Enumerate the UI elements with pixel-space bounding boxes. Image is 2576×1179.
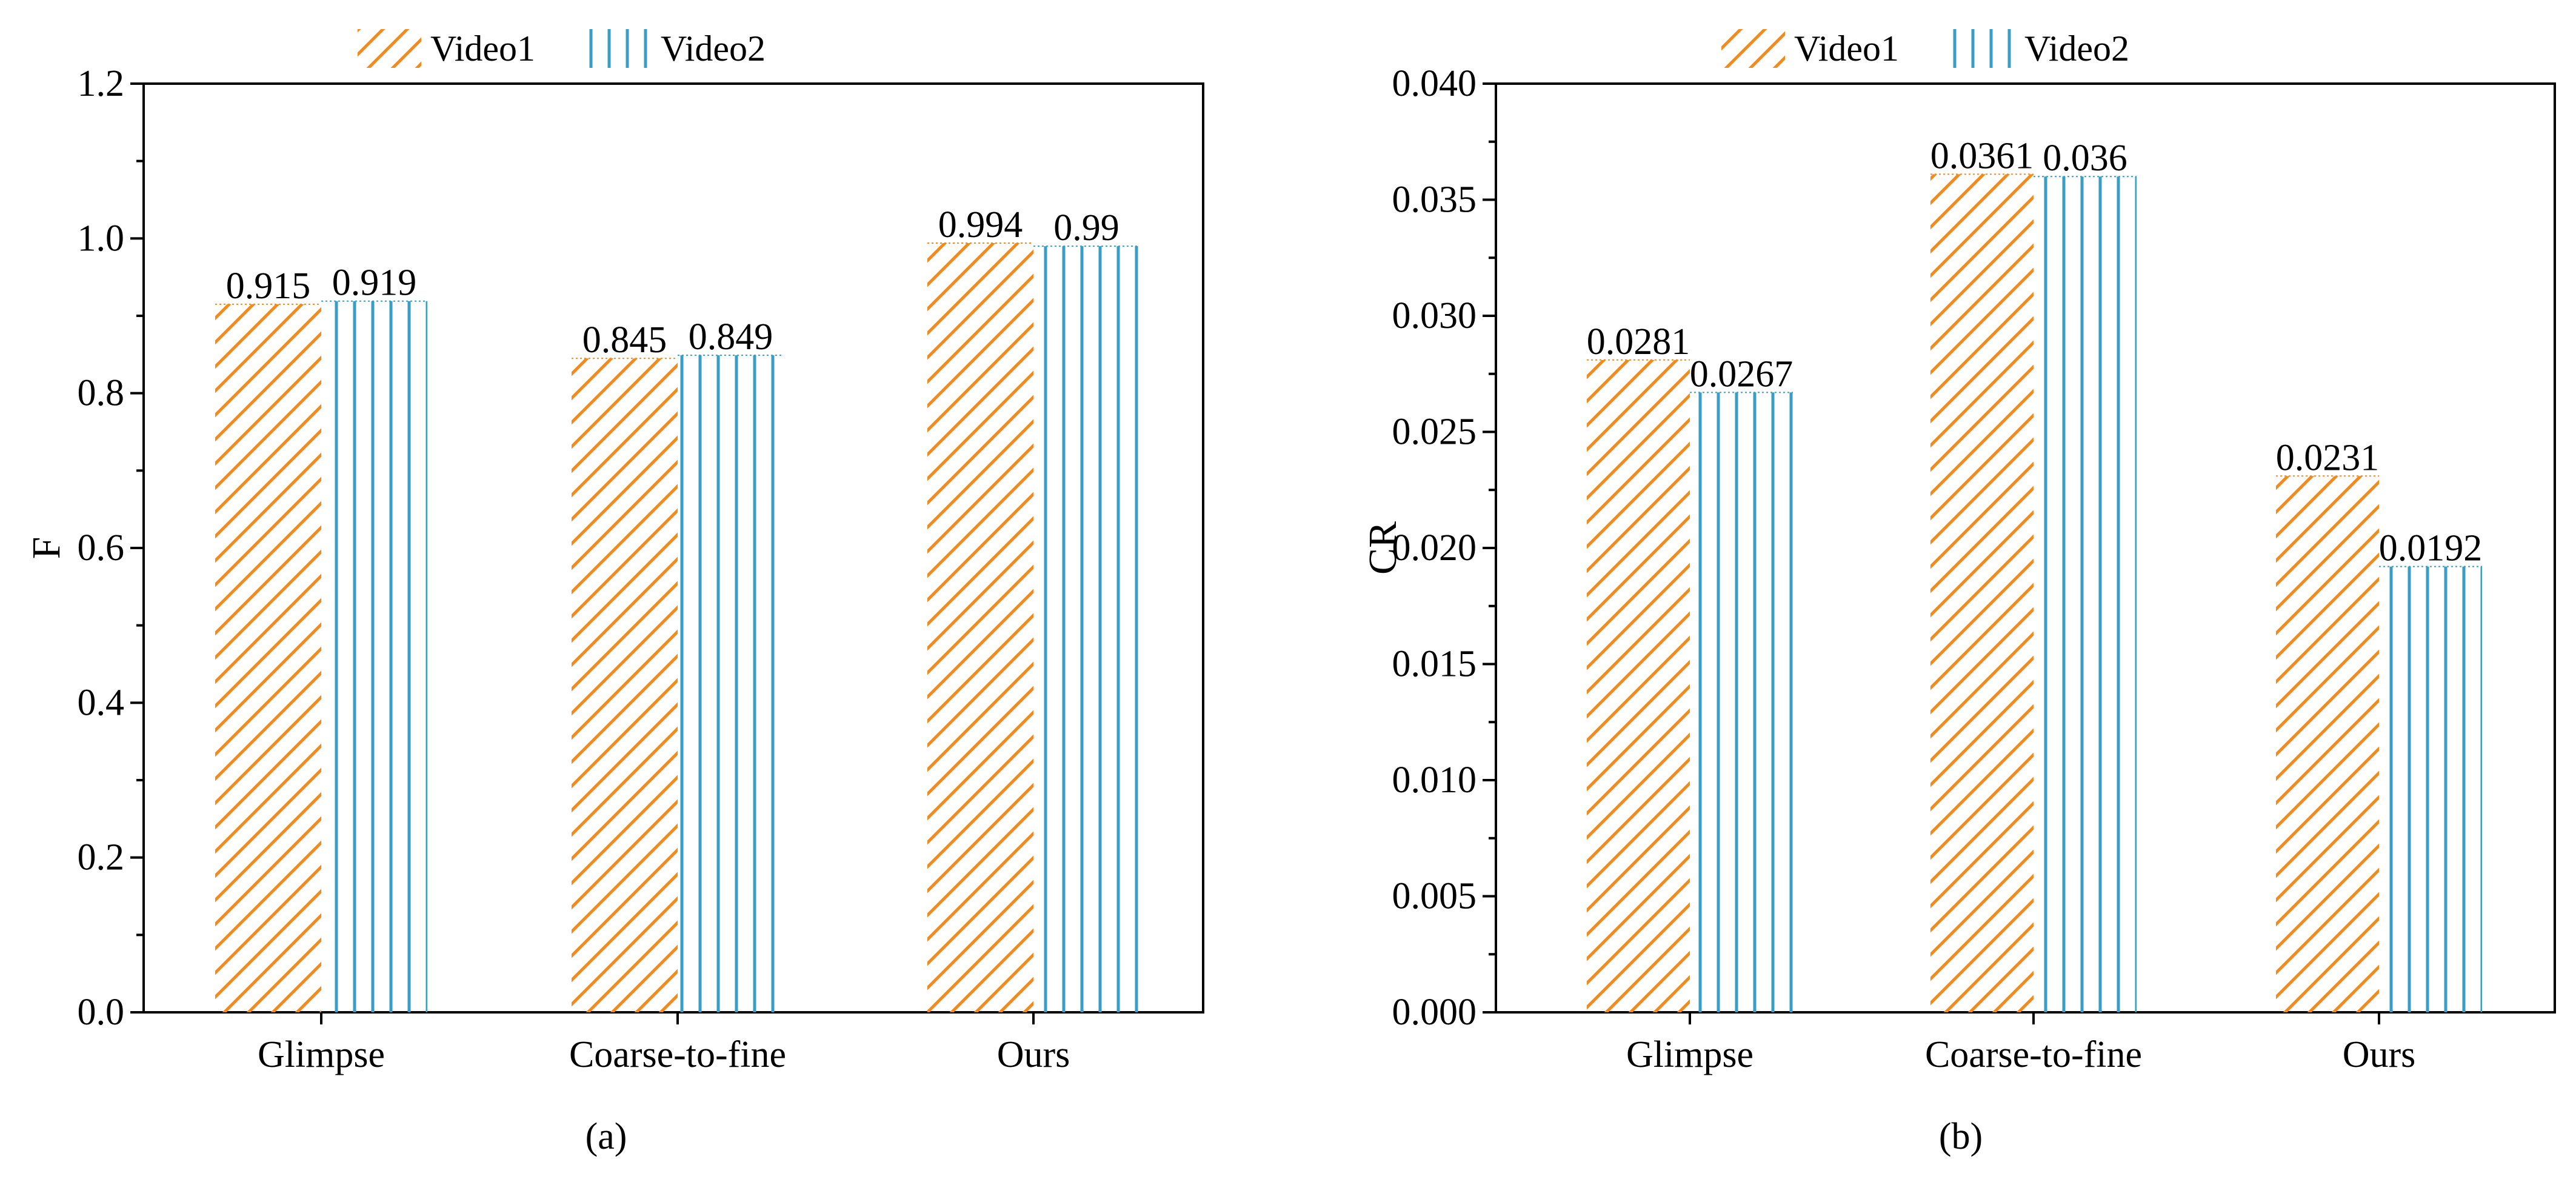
y-tick-label: 0.6 [78, 527, 125, 569]
data-label: 0.0231 [2276, 437, 2380, 478]
legend-label-video2: Video2 [2024, 28, 2129, 68]
bar-video2-coarse-to-fine [2034, 176, 2137, 1013]
legend-label-video1: Video1 [430, 28, 535, 68]
y-axis-title: F [24, 537, 68, 559]
legend-swatch-video2 [1952, 29, 2015, 68]
data-label: 0.036 [2043, 138, 2127, 179]
y-tick-label: 0.020 [1392, 527, 1477, 569]
data-label: 0.0361 [1930, 135, 2034, 176]
y-tick-label: 0.030 [1392, 295, 1477, 336]
legend-swatch-video1 [1721, 29, 1785, 68]
y-tick-label: 0.4 [78, 682, 125, 723]
data-label: 0.919 [332, 262, 417, 304]
legend-swatch-video2 [588, 29, 652, 68]
y-tick-label: 0.035 [1392, 179, 1477, 221]
y-tick-label: 0.005 [1392, 876, 1477, 917]
data-label: 0.99 [1053, 207, 1119, 249]
y-tick-label: 0.025 [1392, 412, 1477, 453]
bar-video2-ours [1033, 246, 1140, 1013]
bar-video1-glimpse [215, 304, 321, 1013]
y-tick-label: 0.8 [78, 373, 125, 414]
y-axis-title: CR [1361, 521, 1405, 575]
chart-panel-a: 0.0 0.2 0.4 0.6 0.8 1.0 1.2 F Glimpse 0.915 0.919 C… [24, 28, 1204, 1157]
data-label: 0.849 [689, 316, 773, 358]
x-tick-label: Coarse-to-fine [1925, 1034, 2142, 1075]
bar-video2-ours [2379, 566, 2482, 1012]
data-label: 0.845 [582, 319, 667, 361]
x-tick-label: Glimpse [1626, 1034, 1753, 1075]
x-tick-label: Glimpse [258, 1034, 385, 1075]
chart-panel-b: 0.000 0.005 0.010 0.015 0.020 0.025 0.030 0.035… [1361, 28, 2556, 1157]
y-tick-label: 1.0 [78, 218, 125, 259]
bar-video2-coarse-to-fine [678, 355, 784, 1012]
y-tick-label: 0.000 [1392, 992, 1477, 1033]
data-label: 0.0281 [1587, 321, 1690, 362]
bar-video1-coarse-to-fine [572, 358, 678, 1012]
data-label: 0.994 [938, 204, 1023, 245]
y-tick-label: 1.2 [78, 63, 125, 104]
y-tick-label: 0.0 [78, 992, 125, 1033]
x-tick-label: Ours [997, 1034, 1070, 1075]
y-tick-label: 0.2 [78, 837, 125, 878]
y-tick-label: 0.015 [1392, 644, 1477, 685]
legend-swatch-video1 [358, 29, 421, 68]
y-tick-label: 0.010 [1392, 760, 1477, 801]
panel-caption: (a) [586, 1116, 627, 1157]
legend-label-video2: Video2 [661, 28, 766, 68]
bar-video2-glimpse [321, 301, 427, 1012]
data-label: 0.0267 [1690, 353, 1794, 395]
panel-caption: (b) [1939, 1116, 1983, 1157]
x-tick-label: Coarse-to-fine [569, 1034, 786, 1075]
x-tick-label: Ours [2343, 1034, 2416, 1075]
bar-video1-glimpse [1587, 359, 1690, 1012]
data-label: 0.0192 [2379, 528, 2483, 569]
bar-video1-ours [2276, 476, 2379, 1012]
legend-label-video1: Video1 [1794, 28, 1899, 68]
data-label: 0.915 [226, 266, 311, 307]
bar-video1-coarse-to-fine [1930, 174, 2034, 1012]
bar-video1-ours [927, 242, 1033, 1012]
bar-video2-glimpse [1690, 392, 1793, 1012]
y-tick-label: 0.040 [1392, 63, 1477, 104]
